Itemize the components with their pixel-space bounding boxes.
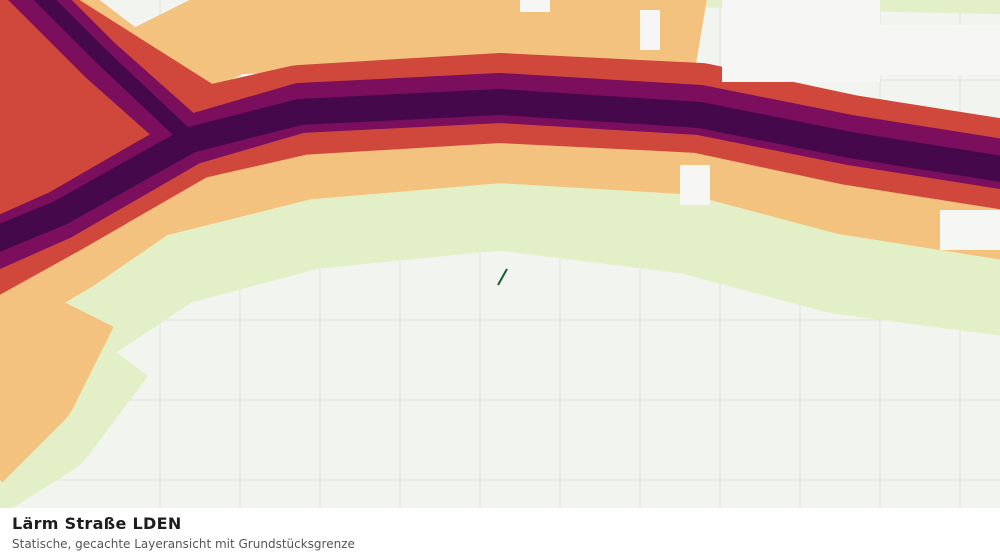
plot-boundary (497, 268, 508, 286)
buildings (520, 0, 1000, 250)
noise-bands (0, 0, 1000, 508)
caption: Lärm Straße LDEN Statische, gecachte Lay… (0, 508, 1000, 560)
layer-subtitle: Statische, gecachte Layeransicht mit Gru… (12, 537, 355, 551)
map-view (0, 0, 1000, 508)
layer-title: Lärm Straße LDEN (12, 514, 182, 533)
